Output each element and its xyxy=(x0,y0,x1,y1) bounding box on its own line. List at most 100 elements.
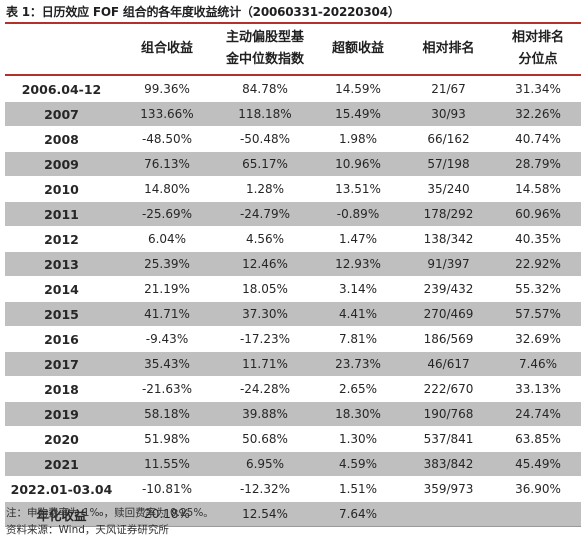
cell-relative-rank: 186/569 xyxy=(402,326,495,352)
cell-relative-rank: 537/841 xyxy=(402,426,495,452)
cell-period: 2022.01-03.04 xyxy=(5,476,118,502)
annual-returns-table: 组合收益 主动偏股型基 金中位数指数 超额收益 相对排名 相对排名 分位点 2006… xyxy=(5,24,581,527)
cell-excess-return: 12.93% xyxy=(314,251,402,277)
cell-fund-index: -12.32% xyxy=(216,476,314,502)
cell-period: 2018 xyxy=(5,376,118,402)
cell-fund-index: -24.28% xyxy=(216,376,314,402)
cell-fund-index: 12.46% xyxy=(216,251,314,277)
table-row: 2009 76.13% 65.17% 10.96% 57/198 28.79% xyxy=(5,151,581,177)
cell-fund-index: 65.17% xyxy=(216,151,314,177)
cell-relative-rank: 35/240 xyxy=(402,176,495,202)
cell-portfolio-return: 25.39% xyxy=(118,251,216,277)
cell-relative-rank: 383/842 xyxy=(402,451,495,477)
cell-relative-rank: 222/670 xyxy=(402,376,495,402)
table-row: 年化收益 20.18% 12.54% 7.64% xyxy=(5,501,581,527)
cell-excess-return: 4.41% xyxy=(314,301,402,327)
cell-fund-index: 50.68% xyxy=(216,426,314,452)
table-row: 2012 6.04% 4.56% 1.47% 138/342 40.35% xyxy=(5,226,581,252)
cell-period: 2008 xyxy=(5,126,118,152)
cell-period: 2011 xyxy=(5,201,118,227)
cell-relative-rank: 66/162 xyxy=(402,126,495,152)
header-rank-percentile: 相对排名 分位点 xyxy=(511,30,564,67)
cell-relative-rank: 190/768 xyxy=(402,401,495,427)
cell-relative-rank: 359/973 xyxy=(402,476,495,502)
top-rule xyxy=(5,22,581,24)
table-row: 2007 133.66% 118.18% 15.49% 30/93 32.26% xyxy=(5,101,581,127)
table-row: 2017 35.43% 11.71% 23.73% 46/617 7.46% xyxy=(5,351,581,377)
cell-rank-percentile: 31.34% xyxy=(495,76,581,102)
table-row: 2008 -48.50% -50.48% 1.98% 66/162 40.74% xyxy=(5,126,581,152)
cell-period: 2021 xyxy=(5,451,118,477)
cell-relative-rank xyxy=(402,501,495,527)
cell-fund-index: 18.05% xyxy=(216,276,314,302)
cell-period: 年化收益 xyxy=(5,501,118,527)
cell-relative-rank: 239/432 xyxy=(402,276,495,302)
cell-rank-percentile: 7.46% xyxy=(495,351,581,377)
cell-rank-percentile: 45.49% xyxy=(495,451,581,477)
cell-fund-index: 12.54% xyxy=(216,501,314,527)
table-row: 2014 21.19% 18.05% 3.14% 239/432 55.32% xyxy=(5,276,581,302)
header-fund-index: 主动偏股型基 金中位数指数 xyxy=(225,30,304,67)
cell-excess-return: 3.14% xyxy=(314,276,402,302)
cell-excess-return: 18.30% xyxy=(314,401,402,427)
cell-relative-rank: 57/198 xyxy=(402,151,495,177)
cell-rank-percentile: 14.58% xyxy=(495,176,581,202)
fee-note: 注：申购费率为 1‰，赎回费率为 0.25%。 xyxy=(6,507,214,519)
cell-relative-rank: 21/67 xyxy=(402,76,495,102)
cell-excess-return: 23.73% xyxy=(314,351,402,377)
cell-fund-index: 118.18% xyxy=(216,101,314,127)
cell-excess-return: 1.51% xyxy=(314,476,402,502)
cell-period: 2009 xyxy=(5,151,118,177)
header-period xyxy=(5,24,118,74)
cell-period: 2006.04-12 xyxy=(5,76,118,102)
table-row: 2016 -9.43% -17.23% 7.81% 186/569 32.69% xyxy=(5,326,581,352)
cell-portfolio-return: -25.69% xyxy=(118,201,216,227)
cell-relative-rank: 178/292 xyxy=(402,201,495,227)
table-row: 2019 58.18% 39.88% 18.30% 190/768 24.74% xyxy=(5,401,581,427)
cell-relative-rank: 270/469 xyxy=(402,301,495,327)
source-note: 资料来源：Wind，天风证券研究所 xyxy=(6,524,169,536)
cell-portfolio-return: 51.98% xyxy=(118,426,216,452)
cell-excess-return: 14.59% xyxy=(314,76,402,102)
cell-excess-return: -0.89% xyxy=(314,201,402,227)
cell-fund-index: 6.95% xyxy=(216,451,314,477)
cell-rank-percentile: 33.13% xyxy=(495,376,581,402)
cell-portfolio-return: 76.13% xyxy=(118,151,216,177)
cell-excess-return: 13.51% xyxy=(314,176,402,202)
cell-fund-index: 84.78% xyxy=(216,76,314,102)
table-body: 2006.04-12 99.36% 84.78% 14.59% 21/67 31.34% 2… xyxy=(5,74,581,527)
cell-relative-rank: 30/93 xyxy=(402,101,495,127)
cell-portfolio-return: 133.66% xyxy=(118,101,216,127)
header-relative-rank: 相对排名 xyxy=(422,41,475,56)
cell-rank-percentile: 60.96% xyxy=(495,201,581,227)
cell-rank-percentile: 40.74% xyxy=(495,126,581,152)
cell-rank-percentile: 36.90% xyxy=(495,476,581,502)
cell-rank-percentile: 32.69% xyxy=(495,326,581,352)
table-title: 表 1：日历效应 FOF 组合的各年度收益统计（20060331-2022030… xyxy=(6,5,400,19)
cell-period: 2019 xyxy=(5,401,118,427)
cell-rank-percentile: 63.85% xyxy=(495,426,581,452)
table-row: 2020 51.98% 50.68% 1.30% 537/841 63.85% xyxy=(5,426,581,452)
cell-rank-percentile: 55.32% xyxy=(495,276,581,302)
table-row: 2018 -21.63% -24.28% 2.65% 222/670 33.13% xyxy=(5,376,581,402)
cell-rank-percentile: 40.35% xyxy=(495,226,581,252)
cell-rank-percentile: 57.57% xyxy=(495,301,581,327)
cell-period: 2015 xyxy=(5,301,118,327)
table-row: 2013 25.39% 12.46% 12.93% 91/397 22.92% xyxy=(5,251,581,277)
table-row: 2022.01-03.04 -10.81% -12.32% 1.51% 359/973 3… xyxy=(5,476,581,502)
cell-portfolio-return: 6.04% xyxy=(118,226,216,252)
cell-relative-rank: 46/617 xyxy=(402,351,495,377)
cell-portfolio-return: 41.71% xyxy=(118,301,216,327)
cell-excess-return: 15.49% xyxy=(314,101,402,127)
cell-fund-index: 4.56% xyxy=(216,226,314,252)
cell-excess-return: 10.96% xyxy=(314,151,402,177)
cell-rank-percentile: 32.26% xyxy=(495,101,581,127)
cell-excess-return: 4.59% xyxy=(314,451,402,477)
cell-portfolio-return: -9.43% xyxy=(118,326,216,352)
cell-rank-percentile: 28.79% xyxy=(495,151,581,177)
cell-portfolio-return: 21.19% xyxy=(118,276,216,302)
cell-fund-index: 37.30% xyxy=(216,301,314,327)
cell-period: 2017 xyxy=(5,351,118,377)
cell-portfolio-return: -21.63% xyxy=(118,376,216,402)
